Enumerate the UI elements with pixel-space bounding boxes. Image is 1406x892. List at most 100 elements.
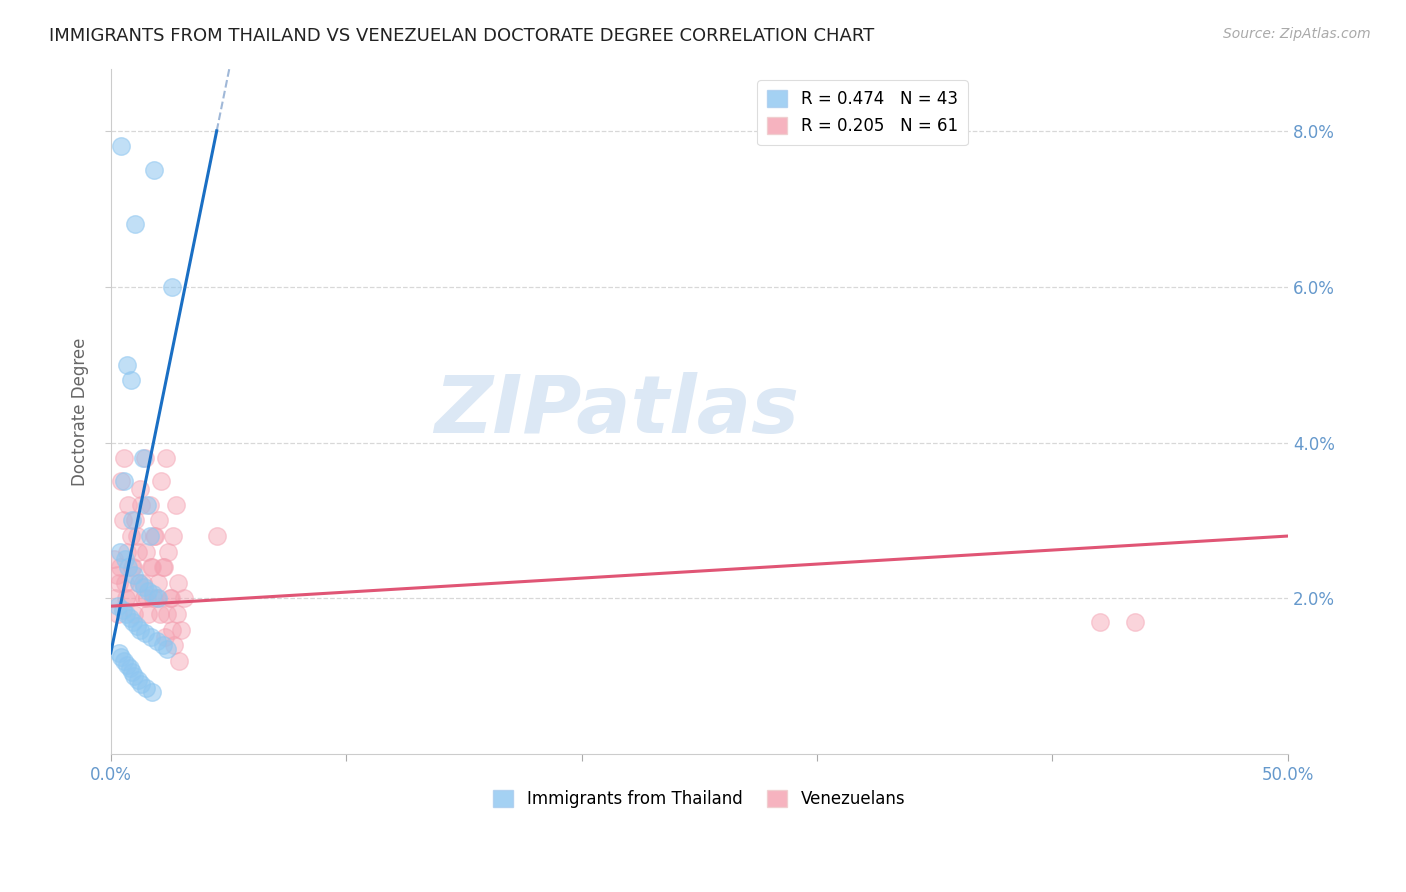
Y-axis label: Doctorate Degree: Doctorate Degree: [72, 337, 89, 485]
Point: [155, 451, 177, 466]
Point: [121, 513, 143, 527]
Point: [145, 591, 167, 606]
Point: [117, 560, 139, 574]
Point: [129, 483, 152, 497]
Point: [107, 599, 129, 614]
Point: [142, 587, 165, 601]
Point: [132, 591, 155, 606]
Point: [156, 607, 179, 621]
Point: [138, 583, 160, 598]
Point: [173, 591, 195, 606]
Point: [124, 218, 146, 232]
Point: [153, 630, 176, 644]
Point: [125, 618, 148, 632]
Point: [105, 568, 128, 582]
Point: [134, 626, 156, 640]
Point: [135, 681, 157, 695]
Point: [110, 139, 132, 153]
Text: IMMIGRANTS FROM THAILAND VS VENEZUELAN DOCTORATE DEGREE CORRELATION CHART: IMMIGRANTS FROM THAILAND VS VENEZUELAN D…: [49, 27, 875, 45]
Point: [104, 591, 127, 606]
Point: [159, 591, 181, 606]
Point: [152, 560, 174, 574]
Point: [110, 475, 132, 489]
Point: [108, 544, 131, 558]
Point: [160, 623, 183, 637]
Point: [112, 475, 135, 489]
Point: [111, 603, 134, 617]
Point: [166, 607, 188, 621]
Point: [138, 607, 160, 621]
Point: [135, 544, 157, 558]
Point: [167, 654, 190, 668]
Point: [149, 607, 172, 621]
Point: [108, 646, 131, 660]
Point: [122, 615, 145, 629]
Point: [138, 529, 160, 543]
Point: [146, 575, 169, 590]
Point: [120, 529, 142, 543]
Point: [117, 358, 139, 372]
Point: [127, 544, 149, 558]
Point: [138, 498, 160, 512]
Point: [165, 498, 187, 512]
Point: [170, 623, 193, 637]
Point: [141, 560, 163, 574]
Point: [107, 607, 129, 621]
Point: [152, 560, 174, 574]
Point: [157, 544, 180, 558]
Point: [128, 575, 150, 590]
Point: [115, 591, 138, 606]
Point: [160, 279, 183, 293]
Point: [111, 513, 134, 527]
Point: [120, 373, 142, 387]
Point: [156, 642, 179, 657]
Text: Source: ZipAtlas.com: Source: ZipAtlas.com: [1223, 27, 1371, 41]
Point: [152, 638, 174, 652]
Point: [124, 607, 146, 621]
Point: [114, 575, 136, 590]
Point: [136, 591, 159, 606]
Point: [118, 661, 141, 675]
Point: [121, 665, 143, 680]
Point: [145, 634, 167, 648]
Point: [131, 498, 153, 512]
Point: [139, 560, 162, 574]
Point: [117, 544, 139, 558]
Point: [108, 575, 131, 590]
Point: [148, 513, 170, 527]
Point: [1123, 615, 1146, 629]
Point: [115, 607, 138, 621]
Point: [103, 552, 125, 566]
Legend: Immigrants from Thailand, Venezuelans: Immigrants from Thailand, Venezuelans: [486, 783, 912, 814]
Point: [146, 591, 169, 606]
Point: [121, 560, 143, 574]
Point: [117, 657, 139, 672]
Point: [125, 529, 148, 543]
Point: [143, 529, 166, 543]
Point: [163, 638, 186, 652]
Point: [145, 529, 167, 543]
Point: [142, 591, 165, 606]
Point: [205, 529, 228, 543]
Point: [112, 654, 135, 668]
Point: [141, 685, 163, 699]
Point: [128, 575, 150, 590]
Point: [132, 580, 155, 594]
Point: [114, 552, 136, 566]
Point: [112, 451, 135, 466]
Point: [150, 475, 173, 489]
Point: [127, 673, 149, 688]
Point: [136, 498, 159, 512]
Point: [167, 575, 190, 590]
Point: [122, 560, 145, 574]
Point: [131, 451, 153, 466]
Point: [131, 575, 153, 590]
Point: [1088, 615, 1111, 629]
Text: ZIPatlas: ZIPatlas: [434, 372, 800, 450]
Point: [110, 649, 132, 664]
Point: [108, 560, 131, 574]
Point: [118, 611, 141, 625]
Point: [134, 451, 156, 466]
Point: [124, 513, 146, 527]
Point: [139, 630, 162, 644]
